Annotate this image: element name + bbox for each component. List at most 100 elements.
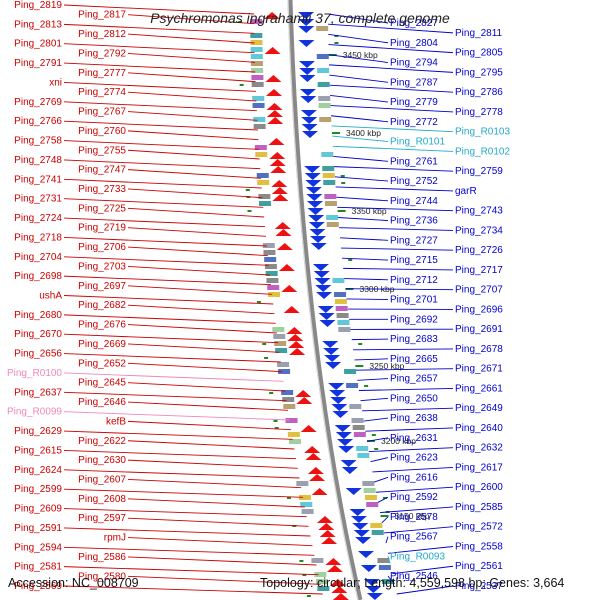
left-gene-label[interactable]: Ping_2760	[78, 126, 126, 137]
left-gene-label[interactable]: Ping_2591	[14, 523, 62, 534]
right-gene-label[interactable]: Ping_2717	[455, 265, 503, 276]
left-gene-label[interactable]: Ping_2622	[78, 436, 126, 447]
left-gene-label[interactable]: Ping_R0100	[7, 368, 62, 379]
right-gene-label[interactable]: Ping_2752	[390, 176, 438, 187]
right-gene-label[interactable]: Ping_2678	[455, 344, 503, 355]
left-gene-label[interactable]: Ping_2656	[14, 349, 62, 360]
right-gene-label[interactable]: Ping_2759	[455, 166, 503, 177]
right-gene-label[interactable]: Ping_2787	[390, 77, 438, 88]
right-gene-label[interactable]: Ping_2617	[455, 462, 503, 473]
left-gene-label[interactable]: Ping_2706	[78, 242, 126, 253]
right-gene-label[interactable]: Ping_2661	[455, 383, 503, 394]
left-gene-label[interactable]: Ping_2597	[78, 513, 126, 524]
right-gene-label[interactable]: Ping_2811	[455, 28, 503, 39]
right-gene-label[interactable]: Ping_2671	[455, 364, 503, 375]
right-gene-label[interactable]: Ping_2795	[455, 67, 503, 78]
left-gene-label[interactable]: Ping_2819	[14, 0, 62, 11]
left-gene-label[interactable]: Ping_2608	[78, 494, 126, 505]
right-gene-label[interactable]: Ping_2692	[390, 314, 438, 325]
right-gene-label[interactable]: Ping_2546	[390, 571, 438, 582]
right-gene-label[interactable]: Ping_2572	[455, 522, 503, 533]
left-gene-label[interactable]: Ping_2645	[78, 378, 126, 389]
left-gene-label[interactable]: Ping_2580	[78, 571, 126, 582]
right-gene-label[interactable]: Ping_2578	[390, 512, 438, 523]
left-gene-label[interactable]: Ping_2698	[14, 271, 62, 282]
right-gene-label[interactable]: Ping_2665	[390, 354, 438, 365]
right-gene-label[interactable]: Ping_2696	[455, 304, 503, 315]
right-gene-label[interactable]: Ping_2600	[455, 482, 503, 493]
left-gene-label[interactable]: Ping_2766	[14, 116, 62, 127]
right-gene-label[interactable]: Ping_2761	[390, 156, 438, 167]
right-gene-label[interactable]: Ping_2712	[390, 275, 438, 286]
left-gene-label[interactable]: Ping_2748	[14, 155, 62, 166]
left-gene-label[interactable]: Ping_2676	[78, 320, 126, 331]
right-gene-label[interactable]: Ping_2736	[390, 216, 438, 227]
right-gene-label[interactable]: Ping_2727	[390, 235, 438, 246]
right-gene-label[interactable]: Ping_2650	[390, 393, 438, 404]
right-gene-label[interactable]: Ping_2632	[455, 443, 503, 454]
left-gene-label[interactable]: Ping_2599	[14, 484, 62, 495]
left-gene-label[interactable]: Ping_2812	[78, 29, 126, 40]
right-gene-label[interactable]: Ping_2616	[390, 472, 438, 483]
right-gene-label[interactable]: Ping_2537	[455, 581, 503, 592]
right-gene-label[interactable]: Ping_2743	[455, 206, 503, 217]
left-gene-label[interactable]: Ping_2817	[78, 10, 126, 21]
left-gene-label[interactable]: Ping_2733	[78, 184, 126, 195]
left-gene-label[interactable]: ushA	[39, 291, 62, 302]
left-gene-label[interactable]: Ping_2703	[78, 261, 126, 272]
right-gene-label[interactable]: Ping_2585	[455, 502, 503, 513]
left-gene-label[interactable]: Ping_2607	[78, 474, 126, 485]
right-gene-label[interactable]: Ping_2683	[390, 334, 438, 345]
left-gene-label[interactable]: Ping_2670	[14, 329, 62, 340]
left-gene-label[interactable]: Ping_2724	[14, 213, 62, 224]
left-gene-label[interactable]: Ping_2646	[78, 397, 126, 408]
left-gene-label[interactable]: Ping_2755	[78, 145, 126, 156]
right-gene-label[interactable]: Ping_R0102	[455, 146, 510, 157]
right-gene-label[interactable]: Ping_2561	[455, 561, 503, 572]
right-gene-label[interactable]: Ping_2657	[390, 374, 438, 385]
left-gene-label[interactable]: Ping_2741	[14, 174, 62, 185]
left-gene-label[interactable]: Ping_2769	[14, 97, 62, 108]
right-gene-label[interactable]: Ping_2715	[390, 255, 438, 266]
right-gene-label[interactable]: Ping_2707	[455, 285, 503, 296]
left-gene-label[interactable]: Ping_2680	[14, 310, 62, 321]
right-gene-label[interactable]: Ping_R0103	[455, 127, 510, 138]
left-gene-label[interactable]: Ping_2791	[14, 58, 62, 69]
right-gene-label[interactable]: Ping_R0093	[390, 551, 445, 562]
right-gene-label[interactable]: Ping_2726	[455, 245, 503, 256]
right-gene-label[interactable]: Ping_2592	[390, 492, 438, 503]
left-gene-label[interactable]: kefB	[106, 416, 126, 427]
left-gene-label[interactable]: Ping_2581	[14, 562, 62, 573]
left-gene-label[interactable]: Ping_2609	[14, 504, 62, 515]
right-gene-label[interactable]: Ping_R0101	[390, 137, 445, 148]
left-gene-label[interactable]: Ping_2774	[78, 87, 126, 98]
left-gene-label[interactable]: Ping_2767	[78, 107, 126, 118]
right-gene-label[interactable]: Ping_2772	[390, 117, 438, 128]
right-gene-label[interactable]: Ping_2558	[455, 541, 503, 552]
right-gene-label[interactable]: Ping_2805	[455, 48, 503, 59]
left-gene-label[interactable]: Ping_2569	[14, 581, 62, 592]
left-gene-label[interactable]: Ping_2777	[78, 68, 126, 79]
left-gene-label[interactable]: Ping_2586	[78, 552, 126, 563]
left-gene-label[interactable]: Ping_2747	[78, 165, 126, 176]
left-gene-label[interactable]: Ping_2758	[14, 136, 62, 147]
right-gene-label[interactable]: Ping_2794	[390, 58, 438, 69]
right-gene-label[interactable]: garR	[455, 186, 477, 197]
left-gene-label[interactable]: Ping_2629	[14, 426, 62, 437]
left-gene-label[interactable]: Ping_R0099	[7, 407, 62, 418]
left-gene-label[interactable]: Ping_2637	[14, 387, 62, 398]
right-gene-label[interactable]: Ping_2734	[455, 225, 503, 236]
left-gene-label[interactable]: Ping_2719	[78, 223, 126, 234]
right-gene-label[interactable]: Ping_2631	[390, 433, 438, 444]
left-gene-label[interactable]: Ping_2615	[14, 445, 62, 456]
right-gene-label[interactable]: Ping_2786	[455, 87, 503, 98]
left-gene-label[interactable]: xni	[49, 77, 62, 88]
left-gene-label[interactable]: rpmJ	[104, 533, 126, 544]
left-gene-label[interactable]: Ping_2792	[78, 48, 126, 59]
left-gene-label[interactable]: Ping_2731	[14, 194, 62, 205]
left-gene-label[interactable]: Ping_2594	[14, 542, 62, 553]
right-gene-label[interactable]: Ping_2804	[390, 38, 438, 49]
right-gene-label[interactable]: Ping_2691	[455, 324, 503, 335]
right-gene-label[interactable]: Ping_2827	[390, 18, 438, 29]
left-gene-label[interactable]: Ping_2813	[14, 19, 62, 30]
